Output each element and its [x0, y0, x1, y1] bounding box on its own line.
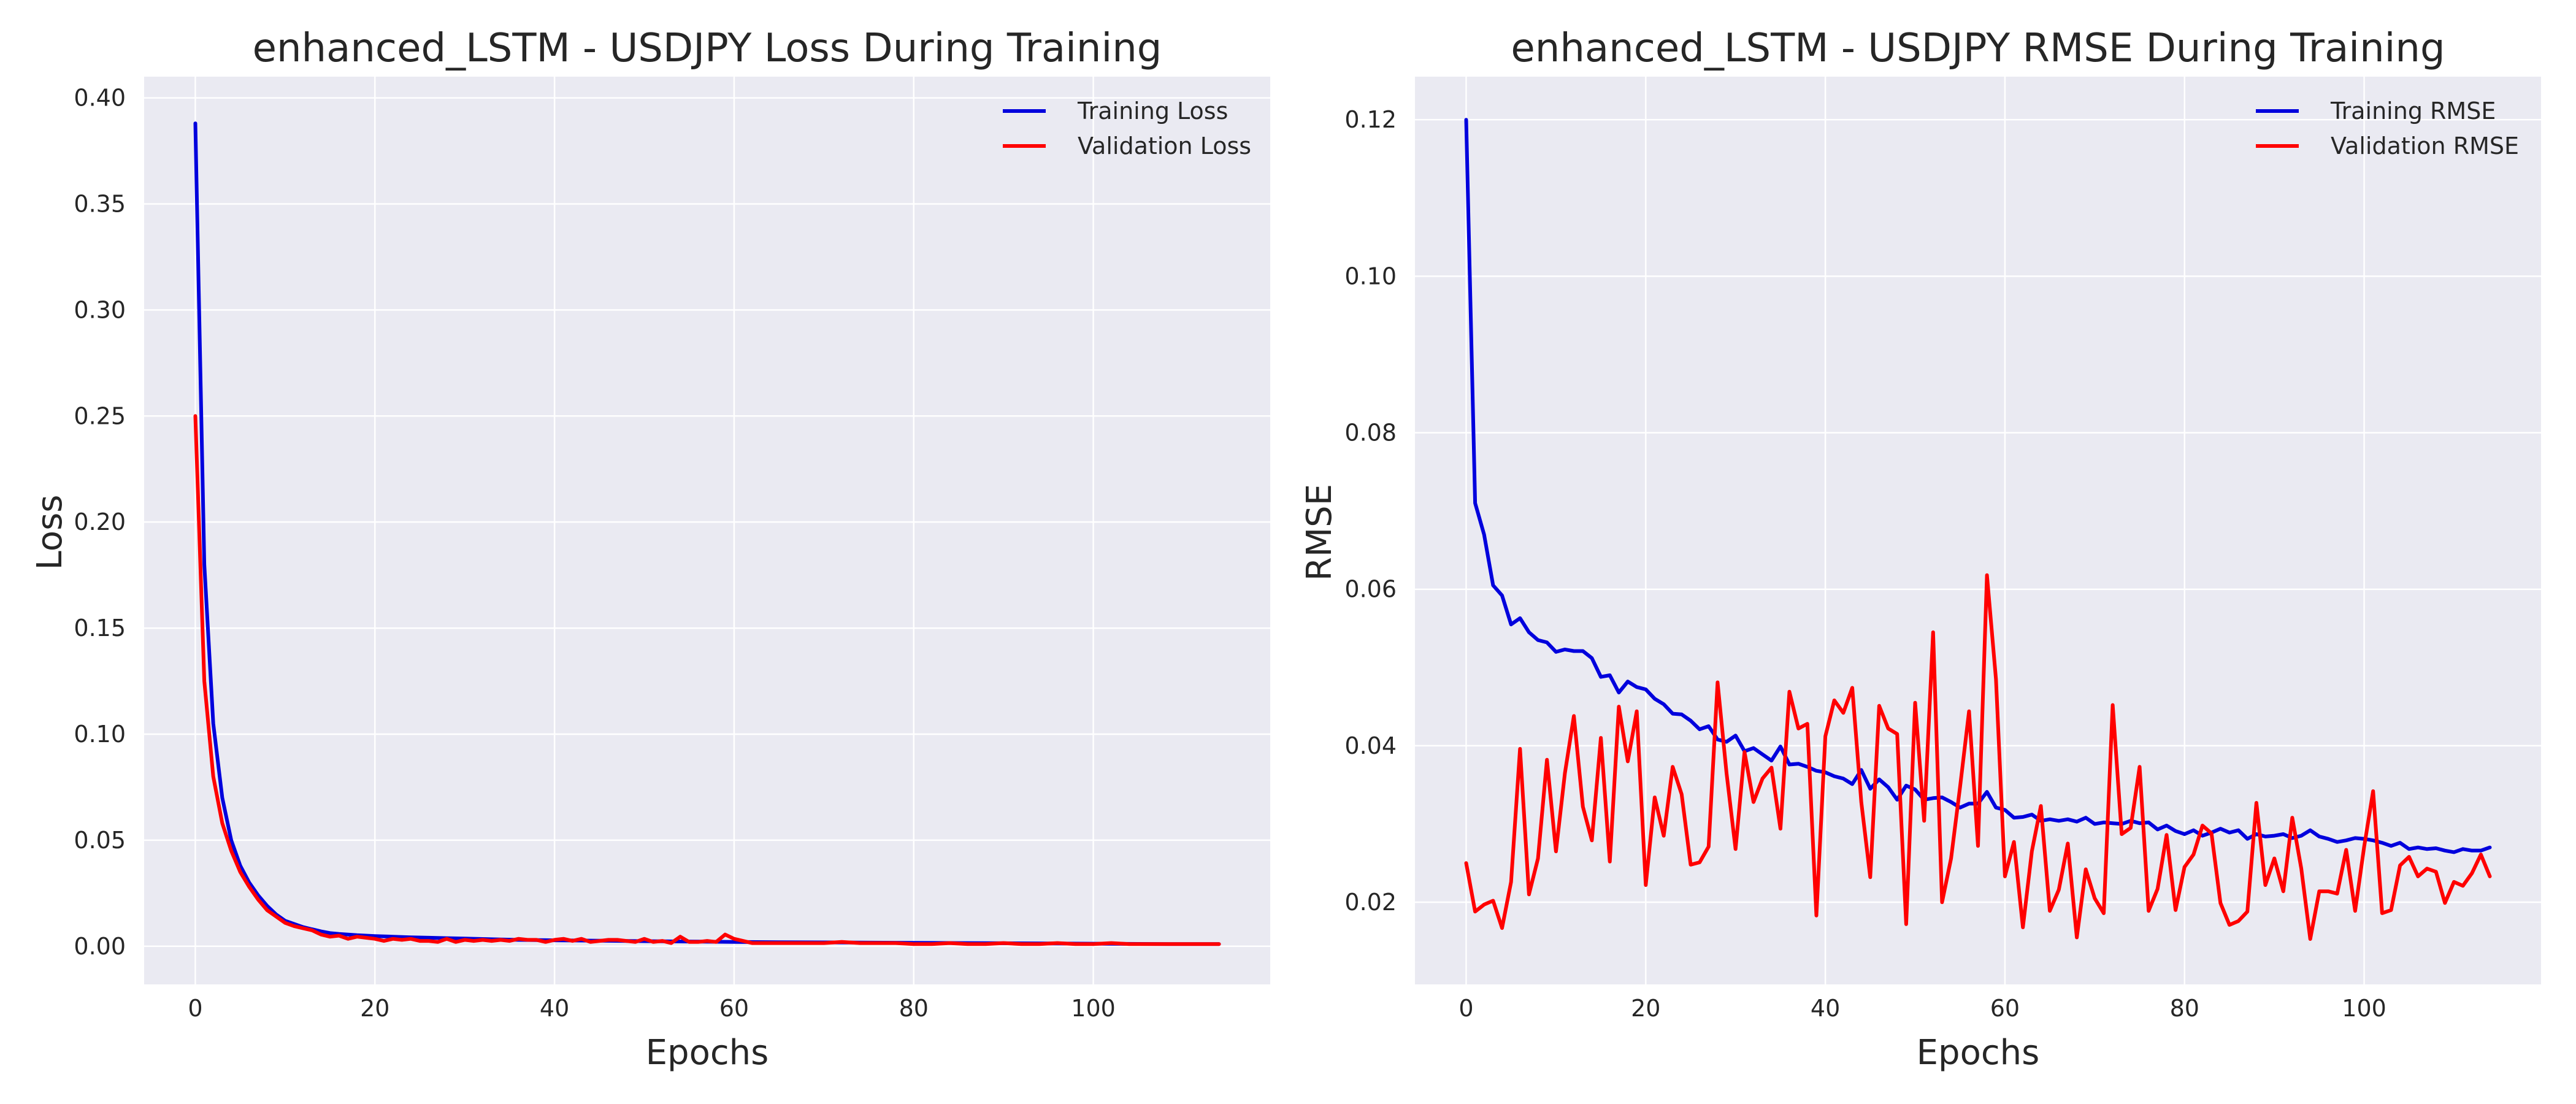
loss-series-layer	[193, 121, 1221, 946]
loss-x-tick-label: 100	[1071, 995, 1116, 1022]
loss-y-tick-label: 0.20	[74, 508, 126, 535]
loss-y-tick-label: 0.30	[74, 296, 126, 323]
rmse-series-validation-rmse	[1464, 573, 2492, 941]
loss-x-axis-label: Epochs	[646, 1033, 769, 1073]
rmse-yticks: 0.02 0.04 0.06 0.08 0.10 0.12	[1344, 106, 1397, 916]
loss-x-tick-label: 20	[360, 995, 389, 1022]
rmse-x-tick-label: 60	[1990, 995, 2020, 1022]
loss-x-tick-label: 60	[719, 995, 749, 1022]
rmse-plot-area	[1415, 77, 2541, 984]
rmse-legend-label-validation: Validation RMSE	[2331, 132, 2519, 159]
rmse-grid	[1415, 77, 2541, 984]
loss-chart-title: enhanced_LSTM - USDJPY Loss During Train…	[253, 26, 1162, 71]
rmse-chart: 0 20 40 60 80 100 0.02 0.04 0.06 0.08 0.10 0.12 en…	[1300, 26, 2541, 1073]
rmse-x-axis-label: Epochs	[1917, 1033, 2040, 1073]
loss-series-validation-loss	[193, 414, 1221, 946]
rmse-y-tick-label: 0.02	[1344, 889, 1397, 916]
loss-y-tick-label: 0.15	[74, 615, 126, 642]
loss-y-tick-label: 0.35	[74, 190, 126, 217]
rmse-x-tick-label: 20	[1631, 995, 1660, 1022]
rmse-y-axis-label: RMSE	[1300, 484, 1340, 581]
loss-x-tick-label: 0	[188, 995, 202, 1022]
rmse-legend: Training RMSE Validation RMSE	[2256, 98, 2519, 159]
rmse-y-tick-label: 0.10	[1344, 263, 1397, 289]
rmse-y-tick-label: 0.12	[1344, 106, 1397, 133]
loss-y-tick-label: 0.25	[74, 402, 126, 429]
loss-legend-label-validation: Validation Loss	[1078, 132, 1251, 159]
rmse-x-tick-label: 80	[2170, 995, 2199, 1022]
loss-yticks: 0.00 0.05 0.10 0.15 0.20 0.25 0.30 0.35 0.40	[74, 85, 126, 960]
rmse-xticks: 0 20 40 60 80 100	[1459, 995, 2386, 1022]
rmse-y-tick-label: 0.04	[1344, 732, 1397, 759]
loss-y-tick-label: 0.00	[74, 933, 126, 960]
loss-grid	[144, 77, 1270, 984]
rmse-x-tick-label: 0	[1459, 995, 1473, 1022]
rmse-legend-label-training: Training RMSE	[2330, 98, 2496, 125]
loss-y-tick-label: 0.40	[74, 85, 126, 112]
loss-plot-area	[144, 77, 1270, 984]
loss-y-tick-label: 0.05	[74, 827, 126, 854]
loss-x-tick-label: 40	[540, 995, 569, 1022]
rmse-x-tick-label: 40	[1811, 995, 1840, 1022]
loss-legend: Training Loss Validation Loss	[1003, 98, 1251, 159]
loss-xticks: 0 20 40 60 80 100	[188, 995, 1115, 1022]
rmse-chart-title: enhanced_LSTM - USDJPY RMSE During Train…	[1511, 26, 2445, 71]
rmse-y-tick-label: 0.08	[1344, 420, 1397, 447]
loss-x-tick-label: 80	[899, 995, 929, 1022]
loss-chart: 0 20 40 60 80 100 0.00 0.05 0.10 0.15 0.20 0.25 0.3…	[30, 26, 1270, 1073]
rmse-series-layer	[1464, 118, 2492, 941]
loss-y-axis-label: Loss	[30, 495, 70, 570]
loss-y-tick-label: 0.10	[74, 721, 126, 748]
rmse-x-tick-label: 100	[2342, 995, 2386, 1022]
rmse-y-tick-label: 0.06	[1344, 576, 1397, 603]
loss-legend-label-training: Training Loss	[1077, 98, 1228, 125]
